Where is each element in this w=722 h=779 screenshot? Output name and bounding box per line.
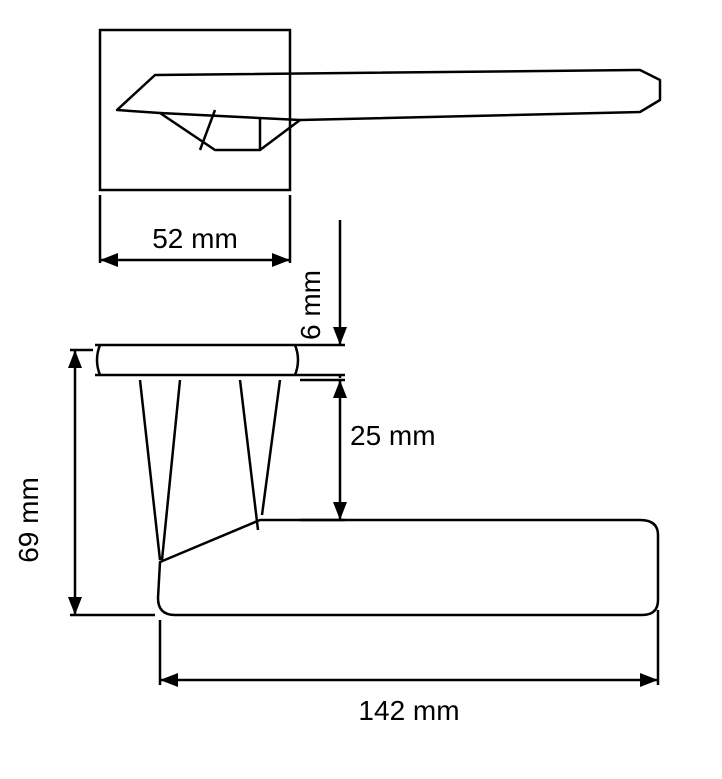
top-view: [100, 30, 660, 190]
dimensions: 52 mm 6 mm 25 mm 69 mm 142 mm: [13, 195, 658, 726]
dim-label: 52 mm: [152, 223, 238, 254]
dim-label: 6 mm: [295, 270, 326, 340]
dim-label: 69 mm: [13, 477, 44, 563]
lever-outline-side: [158, 520, 658, 615]
lever-outline-top: [117, 70, 660, 150]
technical-drawing: 52 mm 6 mm 25 mm 69 mm 142 mm: [0, 0, 722, 779]
side-view: [95, 345, 658, 615]
dim-label: 142 mm: [358, 695, 459, 726]
dim-label: 25 mm: [350, 420, 436, 451]
